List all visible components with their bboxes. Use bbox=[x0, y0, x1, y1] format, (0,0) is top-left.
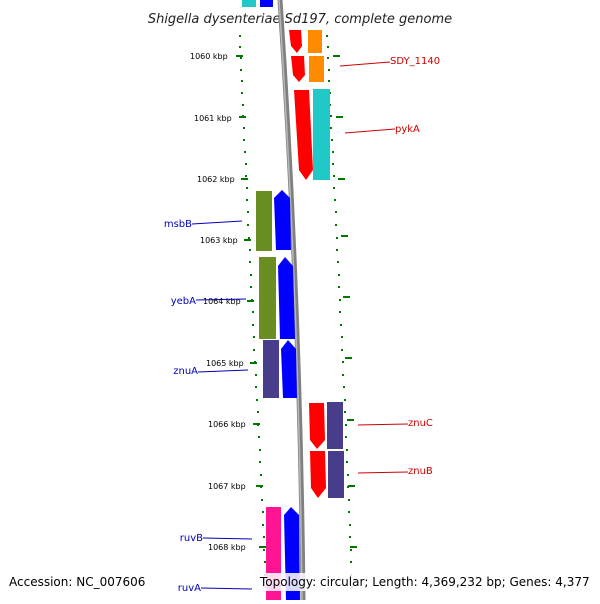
footer-topology: Topology: circular; Length: 4,369,232 bp… bbox=[259, 575, 590, 589]
gene-znu-right-group[interactable] bbox=[309, 402, 344, 498]
gene-label-pyka[interactable]: pykA bbox=[395, 124, 420, 135]
kbp-label: 1068 kbp bbox=[208, 543, 246, 552]
gene-znua-group[interactable] bbox=[263, 340, 297, 398]
gene-block-slate[interactable] bbox=[328, 451, 344, 498]
kbp-label: 1063 kbp bbox=[200, 236, 238, 245]
gene-label-znub[interactable]: znuB bbox=[408, 466, 433, 477]
gene-label-msbb[interactable]: msbB bbox=[164, 219, 192, 230]
gene-arrow-red[interactable] bbox=[289, 30, 302, 53]
kbp-label: 1065 kbp bbox=[206, 359, 244, 368]
gene-label-ruva[interactable]: ruvA bbox=[178, 583, 201, 594]
gene-arrow-red[interactable] bbox=[309, 403, 325, 449]
footer-accession: Accession: NC_007606 bbox=[9, 575, 145, 589]
kbp-label: 1062 kbp bbox=[197, 175, 235, 184]
gene-label-ruvb[interactable]: ruvB bbox=[180, 533, 203, 544]
kbp-label: 1066 kbp bbox=[208, 420, 246, 429]
gene-block[interactable] bbox=[260, 0, 273, 7]
gene-arrow-blue[interactable] bbox=[274, 190, 291, 250]
kbp-label: 1060 kbp bbox=[190, 52, 228, 61]
gene-arrow-blue[interactable] bbox=[278, 257, 295, 339]
leader-lines-right bbox=[339, 61, 409, 474]
gene-block-cyan[interactable] bbox=[313, 89, 330, 180]
gene-arrow-red[interactable] bbox=[294, 90, 313, 180]
gene-label-znuc[interactable]: znuC bbox=[408, 418, 433, 429]
footer-accession-bg bbox=[6, 573, 151, 591]
gene-block-slate[interactable] bbox=[263, 340, 279, 398]
gene-block-olive[interactable] bbox=[259, 257, 276, 339]
kbp-label: 1067 kbp bbox=[208, 482, 246, 491]
gene-arrow-red[interactable] bbox=[291, 56, 305, 82]
footer-topology-bg bbox=[257, 573, 594, 591]
leader-lines-left bbox=[191, 220, 253, 590]
gene-label-sdy1140[interactable]: SDY_1140 bbox=[390, 56, 440, 67]
gene-arrow-red[interactable] bbox=[310, 451, 326, 498]
gene-block-orange[interactable] bbox=[309, 56, 324, 82]
map-title: Shigella dysenteriae Sd197, complete gen… bbox=[148, 12, 452, 27]
gene-arrow-blue[interactable] bbox=[281, 340, 297, 398]
gene-block[interactable] bbox=[242, 0, 256, 7]
gene-pyka-group[interactable] bbox=[294, 89, 330, 180]
kbp-label: 1064 kbp bbox=[203, 297, 241, 306]
gene-block-orange[interactable] bbox=[308, 30, 322, 53]
tick-track-right bbox=[326, 35, 353, 588]
genome-backbone-highlight bbox=[278, 0, 303, 601]
gene-sdy1140-group[interactable] bbox=[289, 30, 324, 82]
kbp-labels: 1060 kbp 1061 kbp 1062 kbp 1063 kbp 1064… bbox=[190, 52, 246, 552]
gene-yeba-group[interactable] bbox=[259, 257, 295, 339]
gene-msbb-group[interactable] bbox=[256, 190, 291, 251]
kbp-label: 1061 kbp bbox=[194, 114, 232, 123]
gene-label-yeba[interactable]: yebA bbox=[171, 296, 196, 307]
gene-block-olive[interactable] bbox=[256, 191, 272, 251]
gene-block-slate[interactable] bbox=[327, 402, 343, 449]
kbp-major-ticks bbox=[236, 55, 357, 548]
genome-backbone bbox=[277, 0, 306, 601]
gene-label-znua[interactable]: znuA bbox=[173, 366, 198, 377]
